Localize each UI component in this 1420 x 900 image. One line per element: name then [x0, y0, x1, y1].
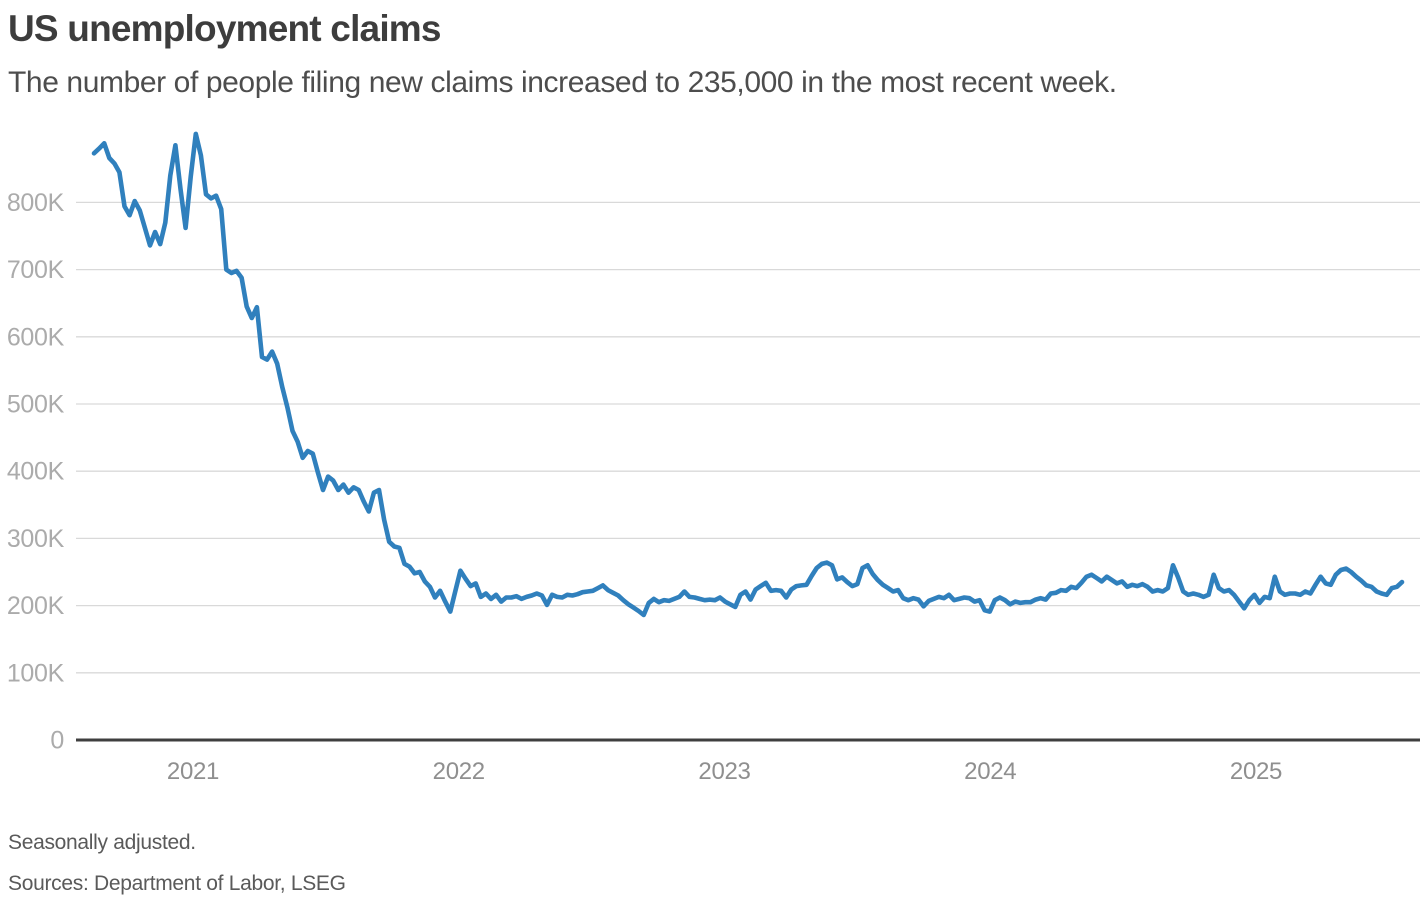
- x-tick-label: 2025: [1230, 758, 1282, 785]
- claims-line: [91, 131, 1405, 618]
- y-tick-label: 200K: [7, 592, 65, 620]
- y-tick-label: 700K: [7, 256, 65, 284]
- chart-title: US unemployment claims: [8, 8, 441, 49]
- y-tick-label: 400K: [7, 458, 65, 486]
- y-tick-label: 300K: [7, 525, 65, 553]
- footnote: Seasonally adjusted.: [8, 831, 196, 854]
- x-tick-label: 2022: [433, 758, 485, 785]
- chart-subtitle: The number of people filing new claims i…: [8, 66, 1117, 99]
- gridlines-group: [76, 201, 1420, 742]
- y-tick-label: 800K: [7, 189, 65, 217]
- x-tick-label: 2024: [964, 758, 1016, 785]
- x-tick-label: 2021: [167, 758, 219, 785]
- y-tick-label: 0: [50, 727, 64, 755]
- source-line: Sources: Department of Labor, LSEG: [8, 872, 346, 895]
- axis-labels-group: 0 100K 200K 300K 400K 500K 600K 700K 800K 2021 202…: [7, 189, 1283, 785]
- y-tick-label: 500K: [7, 391, 65, 419]
- y-tick-label: 600K: [7, 323, 65, 351]
- series-group: [91, 131, 1405, 618]
- y-tick-label: 100K: [7, 659, 65, 687]
- x-tick-label: 2023: [698, 758, 750, 785]
